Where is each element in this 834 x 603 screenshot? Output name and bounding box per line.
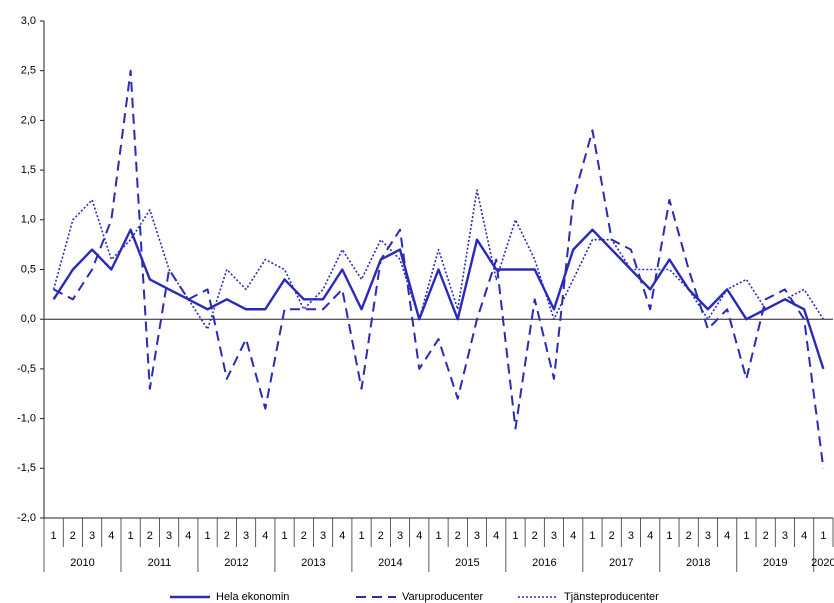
x-tick-label: 2 bbox=[532, 530, 538, 542]
y-tick-label: 3,0 bbox=[21, 15, 36, 27]
x-tick-label: 3 bbox=[397, 530, 403, 542]
x-tick-label: 3 bbox=[705, 530, 711, 542]
x-tick-label: 1 bbox=[205, 530, 211, 542]
year-label: 2011 bbox=[148, 557, 172, 569]
x-tick-label: 2 bbox=[224, 530, 230, 542]
x-tick-label: 2 bbox=[686, 530, 692, 542]
x-tick-label: 1 bbox=[666, 530, 672, 542]
legend-label: Tjänsteproducenter bbox=[564, 591, 659, 603]
x-tick-label: 3 bbox=[628, 530, 634, 542]
year-label: 2015 bbox=[455, 557, 479, 569]
x-tick-label: 1 bbox=[435, 530, 441, 542]
x-tick-label: 4 bbox=[801, 530, 807, 542]
x-tick-label: 3 bbox=[89, 530, 95, 542]
x-tick-label: 4 bbox=[339, 530, 345, 542]
x-tick-label: 4 bbox=[724, 530, 730, 542]
year-label: 2013 bbox=[301, 557, 325, 569]
series-line bbox=[52, 228, 825, 370]
x-tick-label: 1 bbox=[820, 530, 826, 542]
y-tick-label: 1,5 bbox=[21, 164, 36, 176]
x-tick-label: 4 bbox=[647, 530, 653, 542]
legend-label: Varuproducenter bbox=[402, 591, 483, 603]
x-tick-label: 2 bbox=[147, 530, 153, 542]
x-tick-label: 1 bbox=[743, 530, 749, 542]
year-label: 2010 bbox=[70, 557, 94, 569]
y-tick-label: 2,0 bbox=[21, 114, 36, 126]
x-tick-label: 4 bbox=[262, 530, 268, 542]
year-label: 2014 bbox=[378, 557, 402, 569]
x-tick-label: 1 bbox=[512, 530, 518, 542]
x-tick-label: 2 bbox=[609, 530, 615, 542]
x-tick-label: 3 bbox=[474, 530, 480, 542]
y-tick-label: -1,0 bbox=[17, 413, 36, 425]
x-tick-label: 1 bbox=[51, 530, 57, 542]
x-tick-label: 1 bbox=[128, 530, 134, 542]
x-tick-label: 4 bbox=[108, 530, 114, 542]
y-tick-label: -0,5 bbox=[17, 363, 36, 375]
x-tick-label: 1 bbox=[589, 530, 595, 542]
x-tick-label: 2 bbox=[70, 530, 76, 542]
y-tick-label: -2,0 bbox=[17, 512, 36, 524]
x-tick-label: 3 bbox=[782, 530, 788, 542]
x-tick-label: 4 bbox=[185, 530, 191, 542]
x-tick-label: 4 bbox=[570, 530, 576, 542]
y-tick-label: -1,5 bbox=[17, 462, 36, 474]
x-tick-label: 3 bbox=[166, 530, 172, 542]
x-tick-label: 3 bbox=[551, 530, 557, 542]
x-tick-label: 2 bbox=[763, 530, 769, 542]
year-label: 2018 bbox=[686, 557, 710, 569]
legend-label: Hela ekonomin bbox=[216, 591, 289, 603]
y-tick-label: 0,0 bbox=[21, 313, 36, 325]
y-tick-label: 1,0 bbox=[21, 214, 36, 226]
year-label: 2016 bbox=[532, 557, 556, 569]
x-tick-label: 3 bbox=[243, 530, 249, 542]
year-label: 2020 bbox=[811, 557, 834, 569]
y-tick-label: 2,5 bbox=[21, 65, 36, 77]
x-tick-label: 3 bbox=[320, 530, 326, 542]
year-label: 2017 bbox=[609, 557, 633, 569]
x-tick-label: 4 bbox=[493, 530, 499, 542]
x-tick-label: 1 bbox=[281, 530, 287, 542]
x-tick-label: 2 bbox=[378, 530, 384, 542]
x-tick-label: 4 bbox=[416, 530, 422, 542]
year-label: 2012 bbox=[224, 557, 248, 569]
x-tick-label: 2 bbox=[455, 530, 461, 542]
x-tick-label: 2 bbox=[301, 530, 307, 542]
year-label: 2019 bbox=[763, 557, 787, 569]
series-line bbox=[52, 189, 825, 330]
x-tick-label: 1 bbox=[358, 530, 364, 542]
y-tick-label: 0,5 bbox=[21, 263, 36, 275]
